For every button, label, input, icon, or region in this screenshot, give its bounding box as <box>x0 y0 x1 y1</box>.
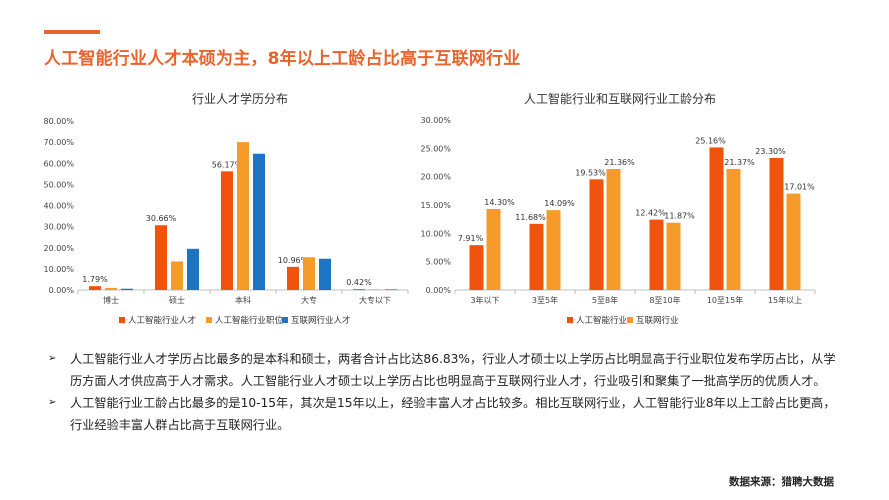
bar <box>121 288 133 290</box>
legend-label: 人工智能行业 <box>576 315 627 326</box>
legend-label: 人工智能行业职位 <box>215 315 284 326</box>
data-label: 7.91% <box>458 234 484 243</box>
data-label: 11.68% <box>515 213 546 222</box>
bar <box>666 222 681 290</box>
y-tick-label: 15.00% <box>420 201 451 210</box>
bar <box>529 223 544 290</box>
bar <box>253 153 265 290</box>
education-chart-svg: 行业人才学历分布 0.00% 10.00% 20.00% 30.00% 40.00% 50.… <box>43 91 409 326</box>
bar <box>155 225 167 290</box>
work-experience-chart: 人工智能行业和互联网行业工龄分布 0.00% 5.00% 10.00% 15.00% 20… <box>415 88 835 338</box>
page-title: 人工智能行业人才本硕为主，8年以上工龄占比高于互联网行业 <box>44 49 521 69</box>
y-tick-label: 60.00% <box>43 159 74 168</box>
bullet-text: 人工智能行业人才学历占比最多的是本科和硕士，两者合计占比达86.83%，行业人才… <box>70 352 836 388</box>
bar <box>385 289 397 290</box>
bullet-arrow-icon: ➢ <box>48 353 57 364</box>
data-label: 17.01% <box>784 183 815 192</box>
x-tick-label: 3年以下 <box>470 295 499 305</box>
title-accent-bar <box>44 30 100 34</box>
bar <box>649 219 664 290</box>
y-tick-label: 0.00% <box>49 286 75 295</box>
y-tick-label: 20.00% <box>420 173 451 182</box>
bar <box>709 147 724 290</box>
legend-swatch <box>627 317 633 323</box>
y-tick-label: 30.00% <box>43 223 74 232</box>
chart-title: 行业人才学历分布 <box>192 91 288 106</box>
data-label: 56.17% <box>212 160 243 169</box>
bar <box>769 157 784 290</box>
bar <box>589 179 604 290</box>
bullet-arrow-icon: ➢ <box>48 397 57 408</box>
legend-swatch <box>567 317 573 323</box>
x-tick-label: 10至15年 <box>707 295 743 305</box>
bullet-item: ➢ 人工智能行业人才学历占比最多的是本科和硕士，两者合计占比达86.83%，行业… <box>48 348 838 392</box>
data-label: 19.53% <box>575 168 606 177</box>
bar <box>187 248 199 290</box>
y-tick-label: 40.00% <box>43 202 74 211</box>
bullet-text: 人工智能行业工龄占比最多的是10-15年，其次是15年以上，经验丰富人才占比较多… <box>70 396 836 432</box>
data-label: 21.36% <box>604 158 635 167</box>
bar <box>287 266 299 290</box>
y-tick-label: 80.00% <box>43 117 74 126</box>
y-tick-label: 0.00% <box>426 286 452 295</box>
bar <box>319 258 331 290</box>
bar <box>303 257 315 290</box>
work-experience-chart-svg: 人工智能行业和互联网行业工龄分布 0.00% 5.00% 10.00% 15.00% 20… <box>420 91 816 326</box>
data-label: 1.79% <box>82 275 108 284</box>
y-tick-label: 70.00% <box>43 138 74 147</box>
data-label: 11.87% <box>664 212 695 221</box>
x-tick-label: 大专以下 <box>359 295 391 305</box>
data-source: 数据来源：猎聘大数据 <box>729 476 834 488</box>
data-label: 14.30% <box>484 198 515 207</box>
bar <box>726 168 741 290</box>
x-tick-label: 3至5年 <box>532 295 558 305</box>
summary-bullets: ➢ 人工智能行业人才学历占比最多的是本科和硕士，两者合计占比达86.83%，行业… <box>48 348 838 436</box>
bar <box>486 208 501 290</box>
data-label: 30.66% <box>146 214 177 223</box>
data-label: 14.09% <box>544 199 575 208</box>
bar <box>369 289 381 290</box>
bar <box>105 287 117 290</box>
bar <box>606 168 621 290</box>
bar <box>546 210 561 290</box>
legend-swatch <box>119 317 125 323</box>
y-tick-label: 30.00% <box>420 116 451 125</box>
chart-title: 人工智能行业和互联网行业工龄分布 <box>524 91 716 106</box>
bullet-item: ➢ 人工智能行业工龄占比最多的是10-15年，其次是15年以上，经验丰富人才占比… <box>48 392 838 436</box>
bar <box>89 286 101 290</box>
x-tick-label: 8至10年 <box>649 295 680 305</box>
data-label: 21.37% <box>724 158 755 167</box>
legend-swatch <box>206 317 212 323</box>
bar <box>353 289 365 290</box>
x-tick-label: 本科 <box>235 295 251 305</box>
bar <box>786 193 801 290</box>
y-tick-label: 25.00% <box>420 144 451 153</box>
y-tick-label: 5.00% <box>426 258 452 267</box>
data-label: 10.96% <box>278 256 309 265</box>
y-tick-label: 10.00% <box>43 265 74 274</box>
legend-label: 互联网行业人才 <box>291 315 351 326</box>
y-tick-label: 20.00% <box>43 244 74 253</box>
data-label: 12.42% <box>635 209 666 218</box>
x-tick-label: 硕士 <box>169 295 185 305</box>
data-label: 0.42% <box>346 278 372 287</box>
x-tick-label: 博士 <box>103 295 119 305</box>
education-chart: 行业人才学历分布 0.00% 10.00% 20.00% 30.00% 40.00% 50.… <box>30 88 420 338</box>
bar <box>469 245 484 290</box>
legend-label: 互联网行业 <box>636 315 679 326</box>
x-tick-label: 5至8年 <box>592 295 618 305</box>
y-tick-label: 10.00% <box>420 229 451 238</box>
legend-label: 人工智能行业人才 <box>128 315 196 326</box>
y-tick-label: 50.00% <box>43 180 74 189</box>
x-tick-label: 大专 <box>301 295 317 305</box>
bar <box>237 142 249 290</box>
bar <box>171 261 183 290</box>
data-label: 23.30% <box>755 147 786 156</box>
bar <box>221 171 233 290</box>
data-label: 25.16% <box>695 136 726 145</box>
x-tick-label: 15年以上 <box>768 295 802 305</box>
legend-swatch <box>282 317 288 323</box>
